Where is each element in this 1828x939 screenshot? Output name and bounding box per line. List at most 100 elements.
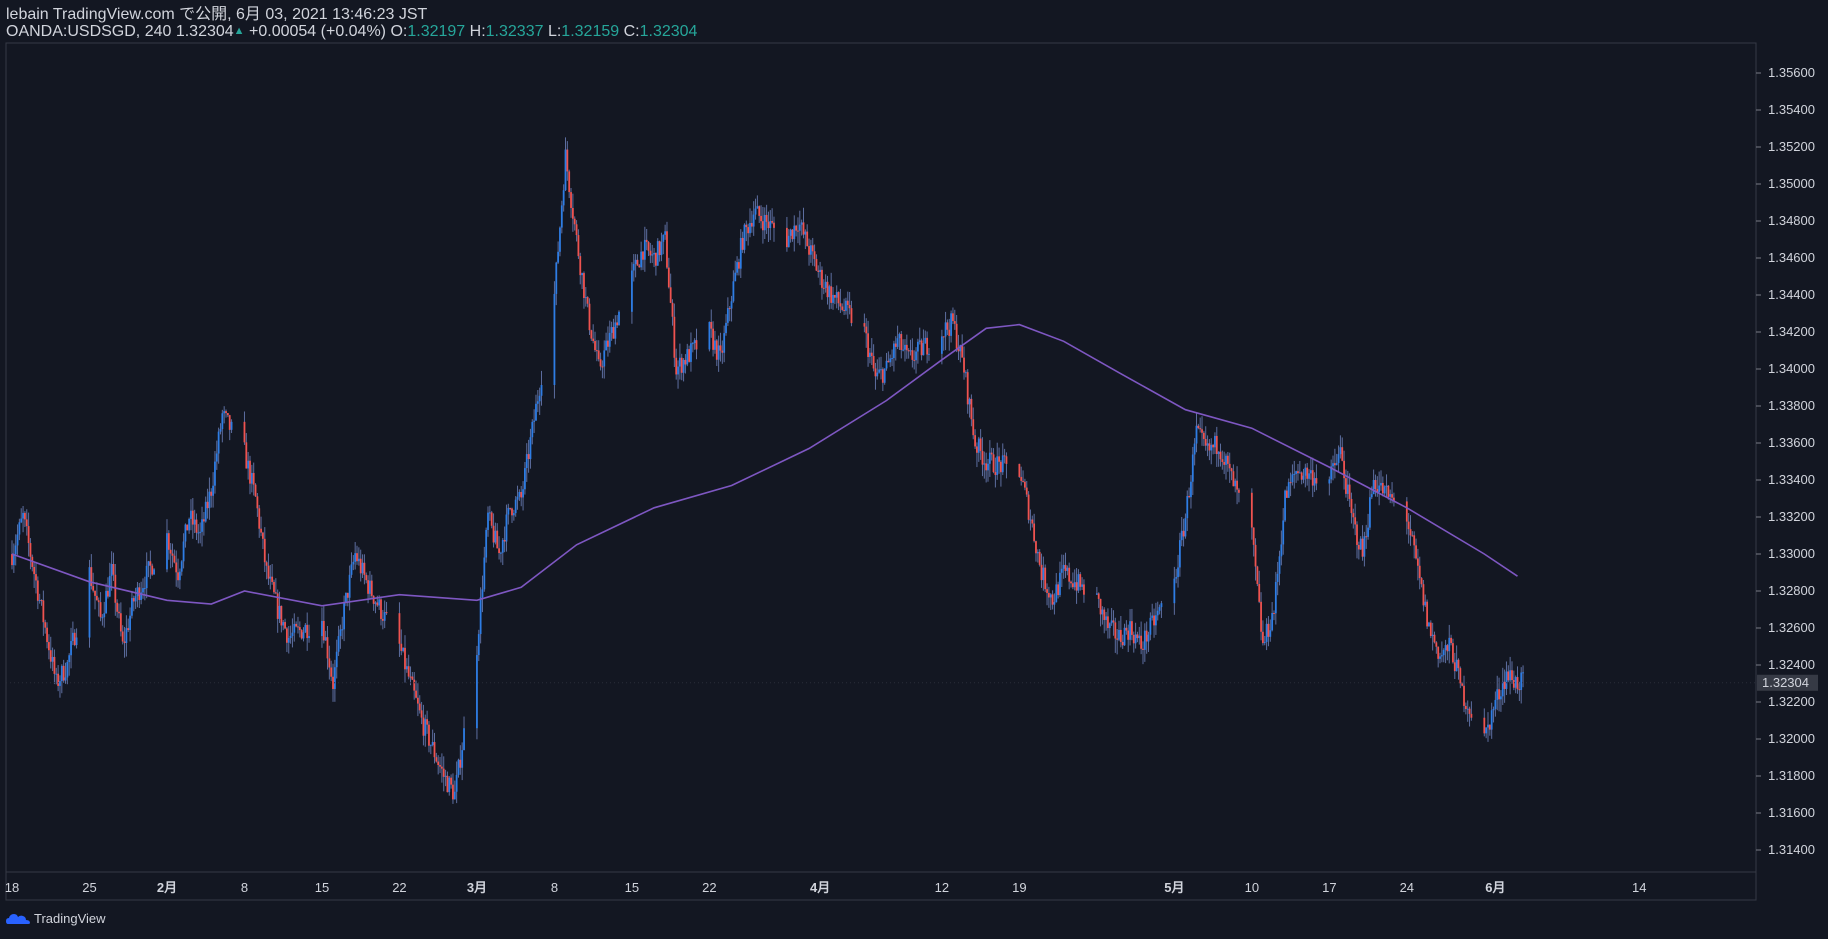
candle-body — [952, 313, 954, 322]
candle-body — [182, 541, 185, 562]
candle-body — [1346, 484, 1349, 494]
candle-body — [588, 303, 591, 331]
candle-body — [306, 624, 309, 639]
candle-body — [684, 359, 687, 365]
candle-body — [660, 241, 663, 256]
candle-body — [773, 222, 775, 228]
candle-body — [167, 533, 170, 550]
candle-body — [669, 287, 672, 303]
candle-body — [267, 565, 270, 579]
candle-body — [1492, 709, 1495, 711]
candle-body — [599, 359, 602, 367]
candle-body — [924, 337, 927, 344]
candle-body — [64, 677, 67, 681]
candle-body — [110, 563, 113, 577]
candle-body — [1494, 699, 1497, 710]
candle-body — [1260, 601, 1262, 632]
candle-body — [206, 501, 209, 509]
candle-body — [1276, 573, 1279, 582]
candle-body — [426, 719, 429, 725]
time-tick-label: 25 — [82, 880, 96, 895]
candle-body — [1095, 593, 1098, 595]
candle-body — [1284, 490, 1286, 521]
candle-body — [1114, 622, 1117, 639]
candle-body — [94, 590, 96, 596]
candle-body — [415, 690, 417, 698]
candle-body — [1341, 447, 1344, 461]
candle-body — [1337, 454, 1340, 463]
tradingview-brand[interactable]: TradingView — [6, 911, 106, 926]
candle-body — [1125, 627, 1128, 631]
candle-body — [191, 510, 194, 525]
time-axis[interactable]: 18 25 2月 8 15 22 3月 8 15 22 4月 12 19 5月 10 17 24 6月 14 — [5, 880, 1647, 895]
candle-body — [1271, 613, 1274, 631]
candle-body — [553, 293, 556, 385]
candle-body — [273, 581, 275, 593]
candle-body — [171, 553, 174, 556]
candle-body — [905, 344, 908, 351]
candle-body — [413, 679, 416, 691]
candle-body — [29, 543, 32, 557]
candle-body — [243, 421, 246, 443]
price-tick-label: 1.31800 — [1768, 768, 1815, 783]
candle-body — [618, 311, 620, 326]
candle-body — [274, 592, 277, 594]
candle-body — [481, 589, 484, 598]
price-axis[interactable]: 1.35600 1.35400 1.35200 1.35000 1.34800 1.346… — [1756, 65, 1815, 857]
candle-body — [717, 345, 720, 360]
candle-body — [1112, 620, 1115, 623]
candle-body — [40, 600, 43, 602]
candle-body — [1129, 621, 1131, 640]
candle-body — [1328, 479, 1331, 484]
candle-body — [839, 303, 842, 307]
candle-body — [1391, 494, 1393, 498]
price-tick-label: 1.31400 — [1768, 842, 1815, 857]
candle-body — [721, 350, 724, 353]
candle-body — [734, 272, 737, 282]
candle-body — [1457, 659, 1460, 669]
candle-body — [870, 352, 873, 356]
candle-body — [614, 322, 617, 339]
last-price-marker: 1.32304 — [6, 674, 1818, 691]
candle-body — [808, 246, 810, 255]
candle-body — [1208, 443, 1211, 451]
candle-body — [1437, 646, 1440, 659]
candle-body — [193, 519, 196, 525]
candle-body — [280, 605, 283, 626]
candle-body — [437, 761, 440, 766]
candle-body — [1118, 629, 1120, 640]
candle-body — [747, 227, 750, 234]
candle-body — [601, 366, 604, 368]
candle-body — [642, 251, 644, 260]
candle-body — [1385, 485, 1388, 487]
candle-body — [380, 599, 382, 619]
candle-body — [612, 327, 615, 339]
candle-body — [212, 485, 215, 496]
candle-body — [994, 472, 997, 475]
candle-body — [1369, 497, 1371, 528]
chart-header: lebain TradingView.com で公開, 6月 03, 2021 … — [6, 6, 697, 40]
candle-body — [439, 765, 441, 767]
candle-body — [1097, 593, 1100, 599]
candle-body — [1024, 481, 1026, 488]
candle-body — [664, 231, 667, 235]
candle-body — [916, 341, 919, 352]
candle-body — [1468, 708, 1471, 714]
candle-body — [118, 611, 120, 614]
candle-body — [695, 340, 698, 350]
candle-body — [824, 281, 827, 288]
candle-body — [555, 262, 558, 294]
candle-body — [1380, 482, 1382, 486]
candle-body — [1250, 492, 1253, 528]
candle-body — [356, 553, 358, 562]
candle-body — [883, 368, 886, 383]
candle-body — [1254, 544, 1257, 567]
candle-body — [1140, 635, 1143, 649]
candle-body — [1029, 519, 1032, 521]
candle-body — [1173, 578, 1176, 604]
candle-body — [972, 419, 975, 436]
candle-body — [904, 344, 906, 350]
candle-body — [44, 622, 47, 628]
candle-body — [1293, 473, 1296, 475]
